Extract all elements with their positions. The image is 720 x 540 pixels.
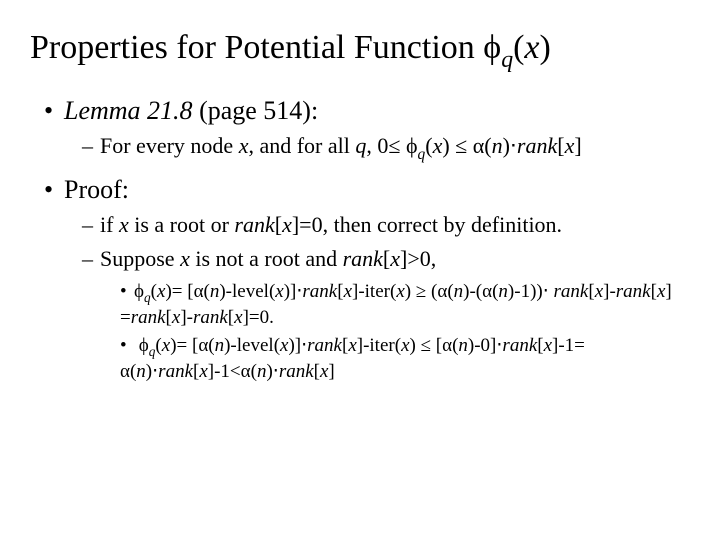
slide: Properties for Potential Function ϕq(x) … [0, 0, 720, 407]
phi-symbol: ϕ [483, 29, 501, 66]
bullet-dot: • [44, 174, 64, 207]
proof-eq-2: • ϕq(x)= [α(n)-level(x)]⋅rank[x]-iter(x)… [120, 334, 690, 385]
slide-title: Properties for Potential Function ϕq(x) [30, 28, 690, 73]
title-prefix: Properties for Potential Function [30, 29, 483, 66]
proof-label: Proof: [64, 175, 129, 204]
lemma-heading: •Lemma 21.8 (page 514): [44, 95, 690, 128]
title-x: x [524, 29, 539, 66]
dash-icon: – [82, 211, 100, 240]
proof-line-1: –if x is a root or rank[x]=0, then corre… [82, 211, 690, 240]
bullet-dot: • [44, 95, 64, 128]
proof-heading: •Proof: [44, 174, 690, 207]
dash-icon: – [82, 132, 100, 161]
lemma-statement: –For every node x, and for all q, 0≤ ϕq(… [82, 132, 690, 164]
lemma-rest: (page 514): [193, 96, 319, 125]
lemma-name: Lemma 21.8 [64, 96, 193, 125]
bullet-dot: • [120, 334, 134, 359]
bullet-dot: • [120, 280, 134, 305]
proof-line-2: –Suppose x is not a root and rank[x]>0, [82, 245, 690, 274]
title-subscript-q: q [501, 47, 513, 73]
title-paren-close: ) [540, 29, 551, 66]
dash-icon: – [82, 245, 100, 274]
title-paren-open: ( [513, 29, 524, 66]
proof-eq-1: •ϕq(x)= [α(n)-level(x)]⋅rank[x]-iter(x) … [120, 280, 690, 331]
